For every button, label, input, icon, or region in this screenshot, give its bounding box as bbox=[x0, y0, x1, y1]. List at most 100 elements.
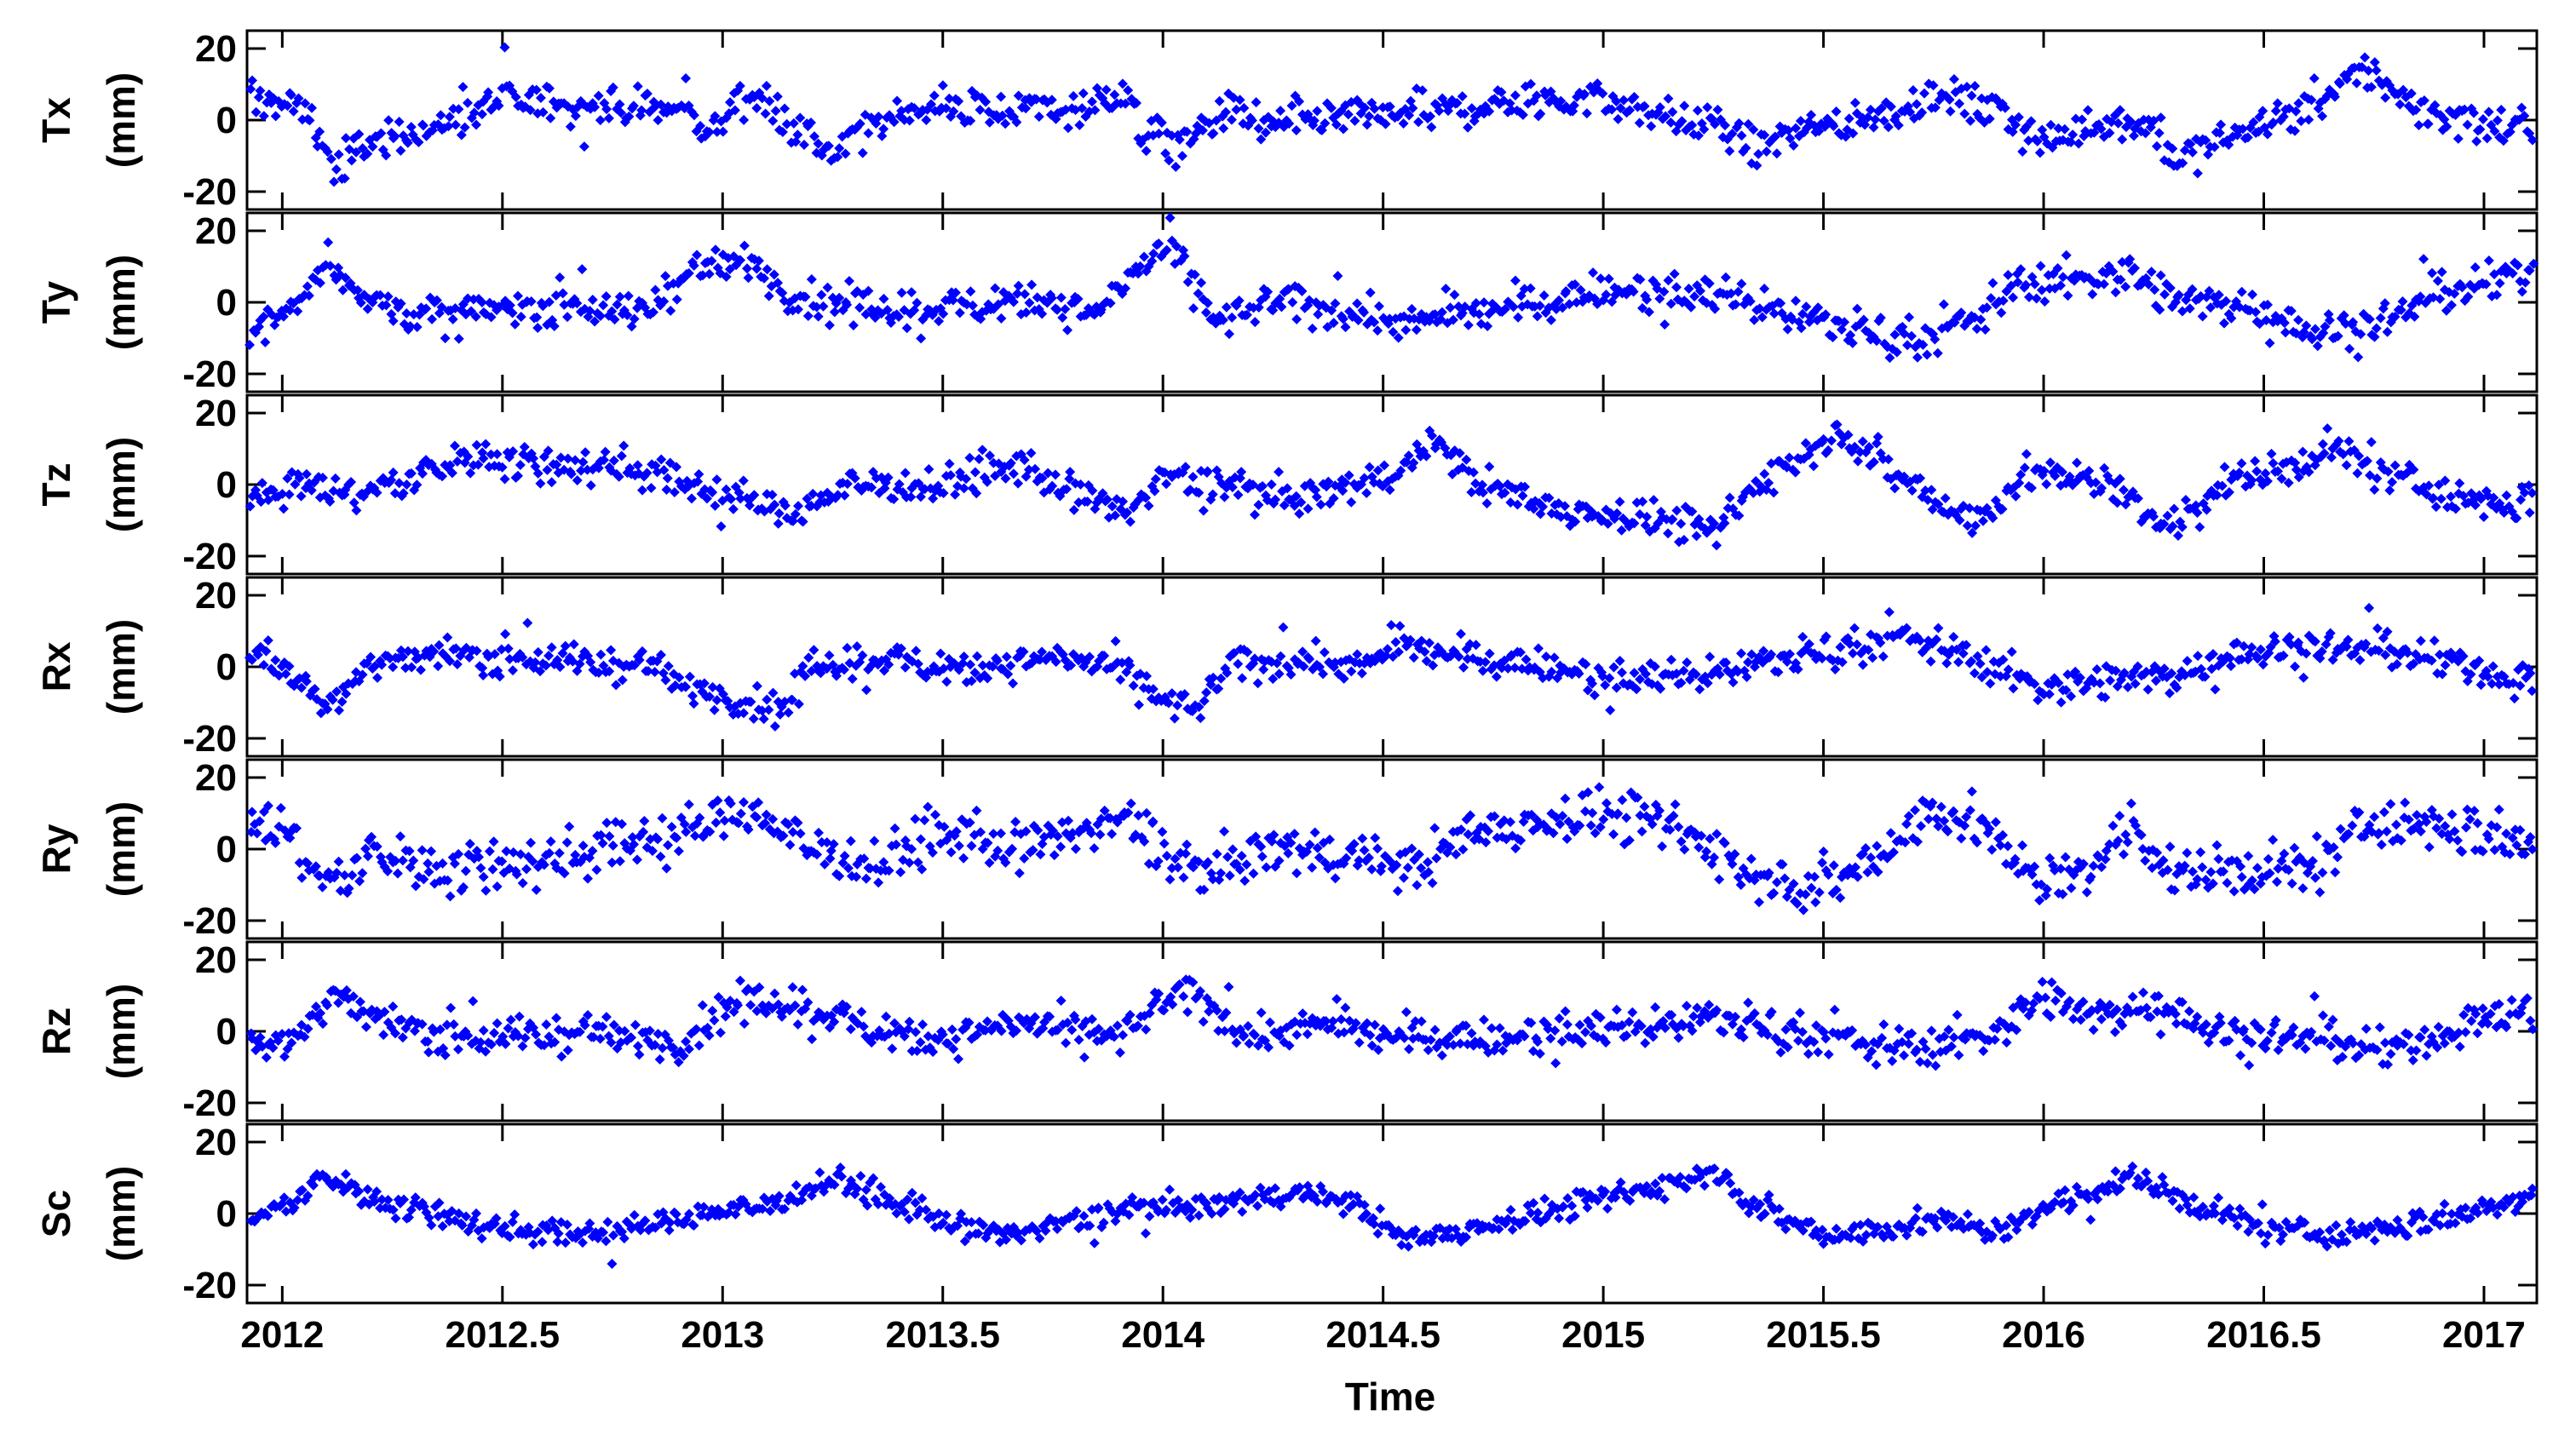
data-point bbox=[1761, 146, 1772, 157]
data-point bbox=[469, 107, 480, 118]
data-point bbox=[764, 95, 775, 106]
data-point bbox=[806, 117, 817, 128]
data-point bbox=[2104, 128, 2115, 139]
data-point bbox=[285, 89, 296, 100]
data-point bbox=[1226, 114, 1237, 125]
data-point bbox=[1613, 113, 1624, 124]
data-point bbox=[531, 84, 542, 95]
data-point bbox=[2380, 92, 2391, 103]
data-point bbox=[483, 87, 494, 98]
data-point bbox=[2059, 123, 2070, 135]
data-point bbox=[1120, 283, 1131, 294]
data-point bbox=[1021, 307, 1032, 318]
data-point bbox=[1170, 161, 1182, 172]
data-point bbox=[1928, 80, 1939, 91]
data-point bbox=[1843, 113, 1854, 124]
data-point bbox=[532, 323, 543, 334]
data-point bbox=[1624, 105, 1636, 116]
data-point bbox=[1868, 122, 1879, 133]
data-point bbox=[282, 100, 293, 112]
data-point bbox=[1233, 295, 1245, 306]
data-point bbox=[992, 299, 1003, 310]
data-point bbox=[341, 133, 352, 144]
data-point bbox=[300, 98, 311, 109]
data-point bbox=[1740, 142, 1751, 153]
data-point bbox=[834, 292, 845, 303]
data-point bbox=[1579, 89, 1590, 100]
data-point bbox=[1434, 106, 1445, 117]
data-point bbox=[768, 269, 779, 280]
data-point bbox=[2021, 121, 2032, 132]
data-point bbox=[1384, 101, 1395, 112]
data-point bbox=[937, 80, 948, 91]
data-point bbox=[593, 90, 604, 101]
data-point bbox=[367, 141, 378, 152]
data-point bbox=[545, 112, 556, 123]
data-point bbox=[2067, 129, 2079, 141]
data-point bbox=[894, 312, 905, 323]
data-point bbox=[1496, 87, 1507, 98]
data-point bbox=[1917, 107, 1928, 118]
data-point bbox=[681, 73, 692, 84]
data-point bbox=[1788, 140, 1799, 151]
data-point bbox=[1077, 103, 1088, 114]
data-point bbox=[877, 130, 888, 141]
data-point bbox=[1284, 118, 1295, 129]
data-point bbox=[1361, 119, 1372, 130]
data-point bbox=[808, 131, 819, 142]
data-point bbox=[2155, 112, 2166, 123]
data-point bbox=[515, 312, 526, 323]
data-point bbox=[1260, 127, 1271, 138]
data-point bbox=[2125, 117, 2136, 128]
data-point bbox=[813, 138, 824, 149]
data-point bbox=[1208, 128, 1219, 139]
data-point bbox=[1959, 108, 1970, 119]
data-point bbox=[777, 126, 788, 137]
data-point bbox=[909, 103, 920, 114]
data-point bbox=[1364, 111, 1375, 122]
data-point bbox=[1117, 78, 1128, 89]
y-axis-unit: (mm) bbox=[99, 801, 143, 897]
data-point bbox=[975, 104, 986, 115]
data-point bbox=[1597, 88, 1608, 99]
data-point bbox=[688, 260, 699, 271]
data-point bbox=[562, 312, 573, 323]
data-point bbox=[2153, 128, 2165, 139]
data-point bbox=[1872, 106, 1883, 117]
data-point bbox=[440, 333, 451, 344]
data-point bbox=[2284, 103, 2295, 114]
data-point bbox=[953, 95, 964, 106]
data-point bbox=[906, 287, 917, 298]
data-point bbox=[1667, 106, 1678, 118]
data-point bbox=[1369, 103, 1380, 114]
data-point bbox=[763, 290, 774, 301]
data-point bbox=[245, 83, 256, 95]
data-point bbox=[421, 303, 432, 314]
data-point bbox=[996, 91, 1007, 102]
data-point bbox=[325, 153, 336, 164]
data-point bbox=[2077, 114, 2088, 125]
data-point bbox=[2413, 120, 2424, 131]
data-point bbox=[325, 261, 336, 272]
data-point bbox=[1331, 119, 1342, 130]
data-point bbox=[2452, 133, 2464, 144]
data-point bbox=[1929, 102, 1941, 113]
data-point bbox=[911, 297, 923, 308]
data-point bbox=[1712, 104, 1723, 115]
data-point bbox=[878, 293, 889, 304]
data-point bbox=[1139, 251, 1150, 262]
data-point bbox=[1692, 105, 1703, 116]
data-point bbox=[346, 155, 357, 166]
data-point bbox=[538, 301, 549, 312]
data-point bbox=[1457, 91, 1468, 102]
data-point bbox=[739, 240, 750, 251]
data-point bbox=[2483, 106, 2494, 118]
data-point bbox=[2329, 91, 2340, 102]
data-point bbox=[739, 114, 750, 125]
data-point bbox=[2492, 115, 2503, 126]
data-point bbox=[623, 290, 634, 301]
data-point bbox=[1200, 307, 1211, 319]
data-point bbox=[1607, 104, 1618, 115]
y-tick-label: -20 bbox=[182, 536, 237, 577]
